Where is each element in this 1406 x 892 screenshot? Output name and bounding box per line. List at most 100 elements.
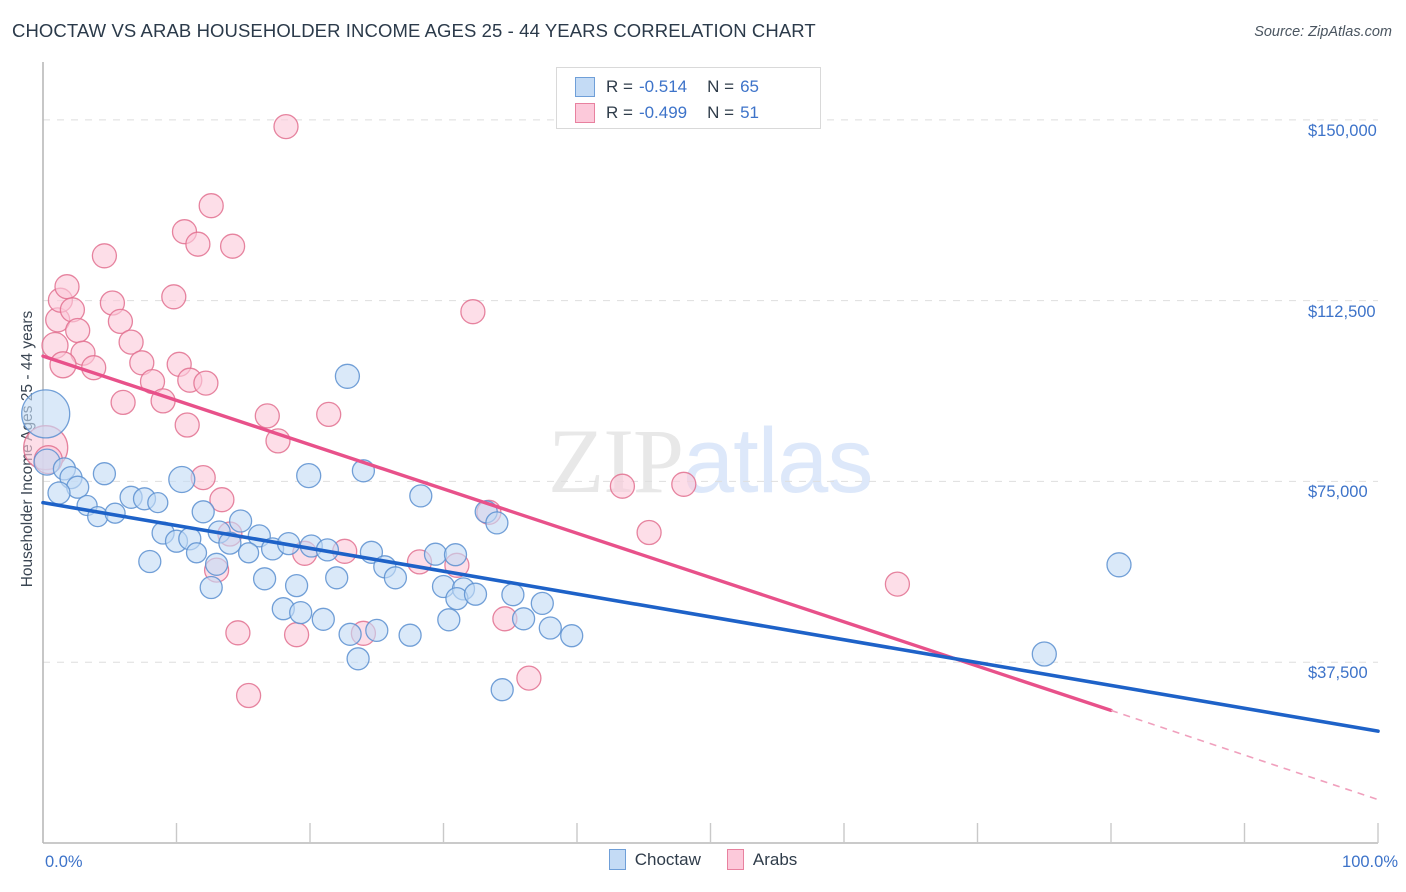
- r-value-choctaw: -0.514: [638, 77, 688, 96]
- data-point[interactable]: [191, 500, 215, 524]
- data-point[interactable]: [296, 462, 322, 489]
- data-point[interactable]: [1031, 641, 1057, 667]
- data-point[interactable]: [346, 647, 370, 671]
- series-points-arabs: [23, 113, 911, 709]
- data-point[interactable]: [325, 566, 349, 590]
- data-point[interactable]: [147, 491, 169, 514]
- data-point[interactable]: [490, 678, 514, 702]
- legend-label-choctaw: Choctaw: [634, 849, 701, 869]
- data-point[interactable]: [501, 583, 525, 607]
- data-point[interactable]: [107, 308, 134, 335]
- stat-row-arabs: R = -0.499 N = 51: [575, 101, 820, 125]
- data-point[interactable]: [199, 575, 223, 600]
- page-title: CHOCTAW VS ARAB HOUSEHOLDER INCOME AGES …: [12, 20, 816, 41]
- data-point[interactable]: [129, 350, 155, 376]
- y-tick-label-75000: $75,000: [1308, 483, 1368, 502]
- data-point[interactable]: [289, 600, 313, 625]
- data-point[interactable]: [511, 607, 536, 631]
- data-point[interactable]: [198, 193, 224, 219]
- legend-item-choctaw[interactable]: Choctaw: [608, 849, 701, 870]
- data-point[interactable]: [1106, 552, 1132, 578]
- data-point[interactable]: [311, 607, 335, 631]
- data-point[interactable]: [560, 624, 584, 648]
- data-point[interactable]: [460, 299, 486, 325]
- data-point[interactable]: [235, 682, 262, 709]
- data-point[interactable]: [204, 552, 229, 576]
- data-point[interactable]: [219, 233, 246, 259]
- legend-color-choctaw: [608, 849, 626, 870]
- data-point[interactable]: [443, 543, 468, 567]
- n-value-choctaw: 65: [740, 77, 759, 96]
- n-value-arabs: 51: [740, 103, 759, 122]
- data-point[interactable]: [185, 231, 211, 257]
- n-label-arabs: N =: [707, 103, 735, 122]
- data-point[interactable]: [21, 389, 71, 439]
- data-point[interactable]: [609, 473, 636, 499]
- x-tick-label-min: 0.0%: [45, 853, 83, 871]
- data-point[interactable]: [283, 622, 310, 648]
- data-point[interactable]: [59, 297, 86, 323]
- data-point[interactable]: [383, 566, 408, 590]
- data-point[interactable]: [538, 616, 562, 640]
- data-point[interactable]: [209, 487, 235, 513]
- data-point[interactable]: [671, 471, 697, 497]
- data-point[interactable]: [218, 531, 242, 555]
- data-point[interactable]: [110, 389, 136, 416]
- data-point[interactable]: [463, 582, 488, 606]
- data-point[interactable]: [365, 618, 389, 643]
- data-point[interactable]: [334, 363, 361, 389]
- data-point[interactable]: [168, 465, 196, 494]
- data-point[interactable]: [516, 665, 542, 691]
- data-point[interactable]: [174, 412, 200, 438]
- legend-swatch-choctaw: [575, 77, 595, 97]
- r-label-arabs: R =: [606, 103, 633, 122]
- r-value-arabs: -0.499: [638, 103, 688, 122]
- data-point[interactable]: [185, 542, 208, 564]
- data-point[interactable]: [237, 542, 260, 564]
- data-point[interactable]: [49, 351, 77, 379]
- data-point[interactable]: [485, 511, 509, 535]
- data-point[interactable]: [54, 274, 80, 300]
- data-point[interactable]: [65, 317, 91, 344]
- data-point[interactable]: [409, 484, 433, 508]
- data-point[interactable]: [284, 573, 309, 598]
- data-point[interactable]: [273, 113, 299, 140]
- source-attribution: Source: ZipAtlas.com: [1254, 24, 1392, 40]
- legend-item-arabs[interactable]: Arabs: [726, 849, 798, 870]
- data-point[interactable]: [316, 401, 342, 428]
- legend-color-arabs: [726, 849, 744, 870]
- data-point[interactable]: [161, 284, 187, 310]
- data-point[interactable]: [338, 622, 362, 646]
- data-point[interactable]: [530, 591, 554, 616]
- trend-line-choctaw: [41, 500, 1380, 733]
- data-point[interactable]: [225, 620, 251, 646]
- data-point[interactable]: [636, 519, 662, 546]
- data-point[interactable]: [252, 567, 277, 591]
- stat-row-choctaw: R = -0.514 N = 65: [575, 75, 820, 99]
- series-points-choctaw: [21, 363, 1132, 702]
- y-tick-label-37500: $37,500: [1308, 664, 1368, 683]
- legend-label-arabs: Arabs: [752, 849, 798, 869]
- data-point[interactable]: [91, 243, 118, 269]
- data-point[interactable]: [437, 608, 461, 632]
- trend-line-arabs: [41, 354, 1113, 713]
- trend-line-arabs-extrapolated: [1110, 709, 1379, 801]
- data-point[interactable]: [254, 403, 280, 429]
- y-tick-label-112500: $112,500: [1308, 302, 1376, 321]
- data-point[interactable]: [423, 542, 448, 566]
- data-point[interactable]: [193, 370, 219, 396]
- data-point[interactable]: [884, 571, 911, 597]
- data-point[interactable]: [92, 462, 117, 486]
- data-point[interactable]: [118, 329, 144, 355]
- data-point[interactable]: [138, 549, 162, 574]
- data-point[interactable]: [228, 509, 253, 533]
- data-point[interactable]: [398, 623, 422, 647]
- data-point[interactable]: [47, 481, 71, 505]
- legend-swatch-arabs: [575, 103, 595, 123]
- n-label-choctaw: N =: [707, 77, 735, 96]
- correlation-stats-legend: R = -0.514 N = 65 R = -0.499 N = 51: [556, 67, 821, 129]
- x-tick-label-max: 100.0%: [1342, 853, 1398, 871]
- y-tick-label-150000: $150,000: [1308, 121, 1377, 140]
